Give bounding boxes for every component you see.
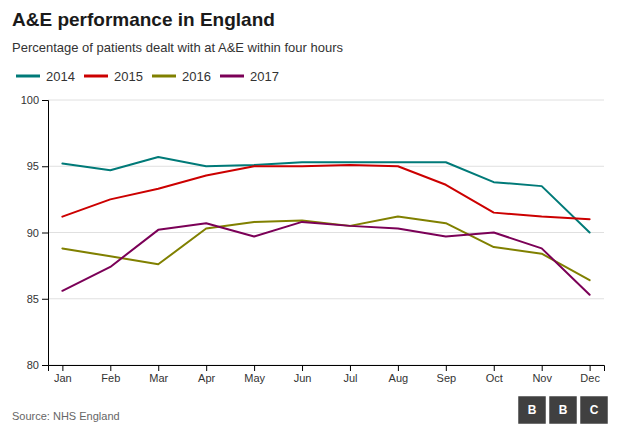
- series-line: [62, 222, 589, 295]
- legend-swatch: [84, 75, 108, 78]
- y-tick: 80: [27, 359, 48, 371]
- legend-label: 2015: [114, 69, 143, 84]
- x-axis-line: [49, 366, 605, 372]
- legend-item: 2015: [84, 69, 143, 84]
- series-line: [62, 165, 589, 219]
- x-tick: Feb: [101, 365, 120, 384]
- y-tick-label: 80: [27, 359, 39, 371]
- legend-label: 2014: [46, 69, 75, 84]
- x-tick-label: Sep: [437, 372, 457, 384]
- x-tick-mark: [398, 365, 399, 371]
- lines: [62, 157, 589, 295]
- x-tick-mark: [350, 365, 351, 371]
- x-tick: Sep: [437, 365, 457, 384]
- x-tick: Oct: [486, 365, 503, 384]
- x-tick-label: Nov: [532, 372, 552, 384]
- x-tick-mark: [302, 365, 303, 371]
- y-tick: 90: [27, 227, 48, 239]
- x-tick-label: Feb: [101, 372, 120, 384]
- x-tick-mark: [254, 365, 255, 371]
- x-tick: Jun: [294, 365, 312, 384]
- x-tick-label: Apr: [198, 372, 215, 384]
- y-tick: 85: [27, 293, 48, 305]
- x-tick: Mar: [149, 365, 168, 384]
- legend-swatch: [220, 75, 244, 78]
- x-tick-label: Jul: [343, 372, 357, 384]
- x-tick: May: [244, 365, 265, 384]
- y-tick-label: 85: [27, 293, 39, 305]
- x-tick-mark: [62, 365, 63, 371]
- legend-item: 2016: [152, 69, 211, 84]
- series-group: [62, 157, 589, 295]
- y-tick-mark: [42, 233, 48, 234]
- y-tick-label: 100: [21, 94, 39, 106]
- y-tick-mark: [42, 100, 48, 101]
- logo-letter: B: [528, 403, 537, 417]
- y-tick-mark: [42, 166, 48, 167]
- x-tick-label: May: [244, 372, 265, 384]
- y-axis: 80 85 90 95 100: [21, 94, 49, 371]
- grid: [48, 100, 604, 365]
- x-tick: Jan: [54, 365, 72, 384]
- y-tick-mark: [42, 299, 48, 300]
- x-tick: Aug: [389, 365, 409, 384]
- legend: 2014 2015 2016 2017: [16, 69, 279, 84]
- legend-item: 2017: [220, 69, 279, 84]
- x-tick-mark: [494, 365, 495, 371]
- logo-letter: C: [590, 403, 599, 417]
- y-tick-mark: [42, 365, 48, 366]
- logo-box: [549, 396, 577, 424]
- x-tick: Jul: [343, 365, 357, 384]
- logo-letter: B: [559, 403, 568, 417]
- series-line: [62, 217, 589, 281]
- x-tick-mark: [446, 365, 447, 371]
- y-tick: 95: [27, 160, 48, 172]
- y-tick: 100: [21, 94, 48, 106]
- x-tick-label: Aug: [389, 372, 409, 384]
- x-axis: Jan Feb Mar Apr May Jun Jul Aug Sep Oct Nov Dec: [49, 365, 605, 384]
- legend-label: 2016: [182, 69, 211, 84]
- grid-line: [48, 232, 604, 233]
- y-tick-label: 90: [27, 227, 39, 239]
- chart: A&E performance in England Percentage of …: [0, 0, 624, 430]
- x-tick-mark: [542, 365, 543, 371]
- x-tick-mark: [206, 365, 207, 371]
- grid-line: [48, 100, 604, 101]
- x-tick-label: Mar: [149, 372, 168, 384]
- legend-swatch: [152, 75, 176, 78]
- y-tick-label: 95: [27, 160, 39, 172]
- logo: BBC: [518, 396, 608, 424]
- title: A&E performance in England: [12, 9, 275, 30]
- series-line: [62, 157, 589, 233]
- x-tick-mark: [110, 365, 111, 371]
- y-axis-line: [42, 101, 49, 366]
- x-tick-label: Jun: [294, 372, 312, 384]
- x-tick: Dec: [580, 365, 600, 384]
- legend-swatch: [16, 75, 40, 78]
- x-tick: Nov: [532, 365, 552, 384]
- legend-item: 2014: [16, 69, 75, 84]
- x-tick-label: Oct: [486, 372, 503, 384]
- x-tick-label: Dec: [580, 372, 600, 384]
- logo-box: [518, 396, 546, 424]
- logo-box: [580, 396, 608, 424]
- source: Source: NHS England: [12, 410, 120, 422]
- x-tick-mark: [590, 365, 591, 371]
- legend-label: 2017: [250, 69, 279, 84]
- x-tick-label: Jan: [54, 372, 72, 384]
- x-tick: Apr: [198, 365, 215, 384]
- grid-line: [48, 298, 604, 299]
- plot-area: 80 85 90 95 100 Jan Feb Mar Apr May Jun Jul Aug Sep Oc…: [21, 94, 605, 384]
- x-tick-mark: [158, 365, 159, 371]
- subtitle: Percentage of patients dealt with at A&E…: [12, 40, 343, 55]
